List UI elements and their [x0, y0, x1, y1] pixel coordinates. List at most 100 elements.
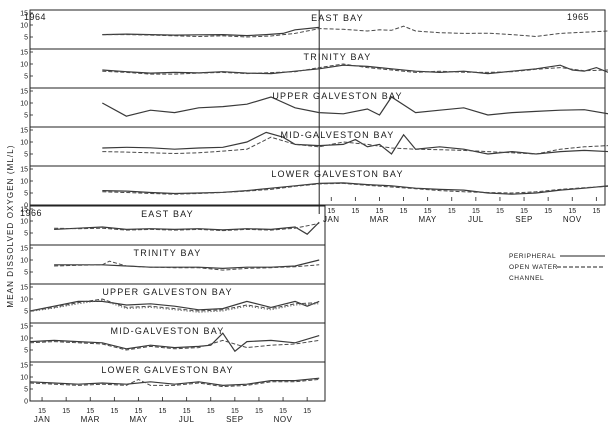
series-line-p2-upper-galveston-bay-dashed — [29, 298, 320, 312]
y-tick-label-p1-lower-galveston-bay-15: 15 — [20, 167, 28, 174]
panel-title-p1-mid-galveston-bay: MID-GALVESTON BAY — [281, 130, 395, 140]
y-tick-label-p2-mid-galveston-bay-10: 10 — [20, 336, 28, 343]
x-axis-1965-day-label-6: 15 — [472, 208, 480, 215]
series-line-p1-mid-galveston-bay-solid — [102, 131, 608, 155]
y-tick-label-p2-trinity-bay-10: 10 — [20, 258, 28, 265]
y-tick-label-p1-trinity-bay-15: 15 — [20, 50, 28, 57]
series-line-p2-mid-galveston-bay-solid — [29, 332, 320, 353]
x-axis-1966-day-label-8: 15 — [231, 408, 239, 415]
x-axis-1966-day-label-4: 15 — [135, 408, 143, 415]
y-tick-label-p2-upper-galveston-bay-5: 5 — [24, 309, 28, 316]
x-axis-1966-month-label-sep: SEP — [226, 415, 244, 424]
series-line-p1-east-bay-solid — [102, 26, 320, 37]
legend-label-peripheral: PERIPHERAL — [509, 253, 556, 260]
x-axis-1966-month-label-jul: JUL — [179, 415, 195, 424]
panel-title-p1-east-bay: EAST BAY — [311, 13, 364, 23]
x-axis-1966-month-label-mar: MAR — [81, 415, 100, 424]
y-tick-label-p1-upper-galveston-bay-15: 15 — [20, 89, 28, 96]
x-axis-1965-month-label-mar: MAR — [370, 215, 389, 224]
y-tick-label-p2-lower-galveston-bay-0: 0 — [24, 399, 28, 406]
series-line-p2-upper-galveston-bay-dotted — [29, 299, 320, 313]
x-axis-1965-day-label-2: 15 — [376, 208, 384, 215]
y-tick-label-p2-mid-galveston-bay-5: 5 — [24, 348, 28, 355]
x-axis-1965-day-label-0: 15 — [327, 208, 335, 215]
series-line-p2-lower-galveston-bay-solid — [29, 377, 320, 387]
y-tick-label-p1-lower-galveston-bay-5: 5 — [24, 191, 28, 198]
x-axis-1966-day-label-7: 15 — [207, 408, 215, 415]
year-label-1965: 1965 — [567, 12, 589, 22]
y-tick-label-p2-trinity-bay-15: 15 — [20, 246, 28, 253]
legend-label-channel: CHANNEL — [509, 275, 544, 282]
x-axis-1965-day-label-1: 15 — [351, 208, 359, 215]
y-tick-label-p2-upper-galveston-bay-10: 10 — [20, 297, 28, 304]
x-axis-1965-day-label-9: 15 — [544, 208, 552, 215]
x-axis-1966-day-label-6: 15 — [183, 408, 191, 415]
panel-title-p2-trinity-bay: TRINITY BAY — [134, 248, 202, 258]
y-tick-label-p2-east-bay-10: 10 — [20, 219, 28, 226]
x-axis-1966-month-label-may: MAY — [129, 415, 147, 424]
series-line-p2-upper-galveston-bay-solid — [29, 300, 320, 312]
x-axis-1966-day-label-9: 15 — [255, 408, 263, 415]
x-axis-1965-day-label-7: 15 — [496, 208, 504, 215]
x-axis-1965-day-label-10: 15 — [568, 208, 576, 215]
x-axis-1966-day-label-1: 15 — [62, 408, 70, 415]
series-line-p1-trinity-bay-dashed — [102, 63, 608, 75]
y-tick-label-p1-east-bay-10: 10 — [20, 23, 28, 30]
y-tick-label-p2-lower-galveston-bay-5: 5 — [24, 387, 28, 394]
x-axis-1965-month-label-may: MAY — [419, 215, 437, 224]
series-line-p1-lower-galveston-bay-solid — [102, 182, 608, 195]
y-tick-label-p1-mid-galveston-bay-5: 5 — [24, 152, 28, 159]
y-tick-label-p1-east-bay-15: 15 — [20, 11, 28, 18]
x-axis-1966-day-label-11: 15 — [303, 408, 311, 415]
series-line-p1-trinity-bay-solid — [102, 64, 608, 75]
legend: PERIPHERAL OPEN WATER CHANNEL — [509, 253, 605, 282]
x-axis-1966-month-label-nov: NOV — [274, 415, 293, 424]
panel-frame-p2-lower-galveston-bay — [29, 361, 326, 402]
series-line-p1-mid-galveston-bay-dashed — [102, 136, 608, 155]
x-axis-1965-day-label-5: 15 — [448, 208, 456, 215]
panel-title-p2-east-bay: EAST BAY — [141, 209, 194, 219]
y-tick-label-p2-trinity-bay-5: 5 — [24, 270, 28, 277]
panel-title-p2-mid-galveston-bay: MID-GALVESTON BAY — [111, 326, 225, 336]
x-axis-1965-day-label-3: 15 — [400, 208, 408, 215]
series-line-p1-lower-galveston-bay-dashed — [102, 182, 608, 195]
y-axis-label: MEAN DISSOLVED OXYGEN (ML/L) — [6, 144, 15, 307]
y-tick-label-p1-trinity-bay-5: 5 — [24, 74, 28, 81]
x-axis-1966-month-label-jan: JAN — [34, 415, 51, 424]
y-tick-label-p2-lower-galveston-bay-10: 10 — [20, 375, 28, 382]
y-tick-label-p1-upper-galveston-bay-5: 5 — [24, 113, 28, 120]
y-tick-label-p2-east-bay-5: 5 — [24, 231, 28, 238]
panel-frame-p1-lower-galveston-bay — [29, 165, 606, 206]
x-axis-1965-month-label-jan: JAN — [323, 215, 340, 224]
x-axis-1966-day-label-0: 15 — [38, 408, 46, 415]
panel-title-p2-lower-galveston-bay: LOWER GALVESTON BAY — [101, 365, 233, 375]
x-axis-1966-day-label-10: 15 — [279, 408, 287, 415]
y-tick-label-p1-upper-galveston-bay-10: 10 — [20, 101, 28, 108]
x-axis-1965-day-label-4: 15 — [424, 208, 432, 215]
panel-title-p2-upper-galveston-bay: UPPER GALVESTON BAY — [102, 287, 232, 297]
y-tick-label-p1-lower-galveston-bay-10: 10 — [20, 179, 28, 186]
x-axis-1965-month-label-nov: NOV — [563, 215, 582, 224]
series-line-p2-lower-galveston-bay-dashed — [29, 378, 320, 388]
x-axis-1965-month-label-jul: JUL — [468, 215, 484, 224]
x-axis-1965-day-label-8: 15 — [520, 208, 528, 215]
y-tick-label-p1-east-bay-5: 5 — [24, 35, 28, 42]
year-label-1966: 1966 — [20, 208, 42, 218]
panel-title-p1-trinity-bay: TRINITY BAY — [304, 52, 372, 62]
x-axis-1966-day-label-2: 15 — [86, 408, 94, 415]
series-line-p1-east-bay-dashed — [102, 25, 608, 38]
y-tick-label-p1-mid-galveston-bay-10: 10 — [20, 140, 28, 147]
panel-title-p1-upper-galveston-bay: UPPER GALVESTON BAY — [272, 91, 402, 101]
x-axis-1965-day-label-11: 15 — [592, 208, 600, 215]
y-tick-label-p2-upper-galveston-bay-15: 15 — [20, 285, 28, 292]
y-tick-label-p2-east-bay-15: 15 — [20, 207, 28, 214]
legend-label-open-water: OPEN WATER — [509, 264, 558, 271]
series-line-p2-east-bay-dashed — [54, 222, 320, 232]
y-tick-label-p1-mid-galveston-bay-15: 15 — [20, 128, 28, 135]
series-line-p2-east-bay-solid — [54, 221, 320, 235]
year-label-1964: 1964 — [24, 12, 46, 22]
y-tick-label-p2-lower-galveston-bay-15: 15 — [20, 363, 28, 370]
x-axis-1966-day-label-3: 15 — [110, 408, 118, 415]
x-axis-1965-month-label-sep: SEP — [515, 215, 533, 224]
